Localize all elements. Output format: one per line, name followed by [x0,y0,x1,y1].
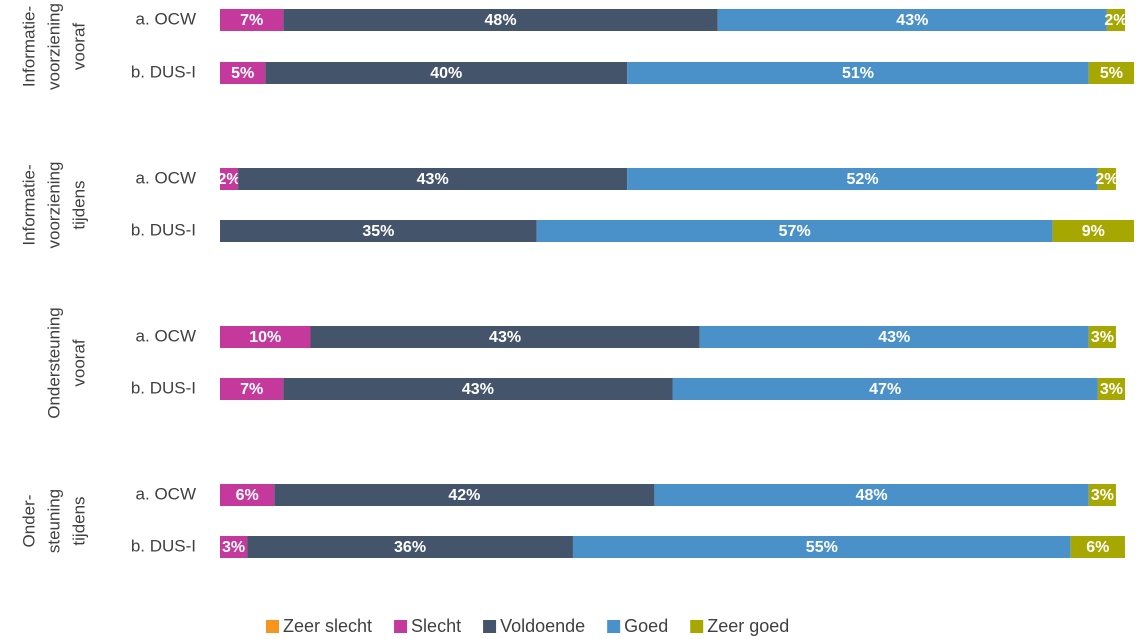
bar-segment [627,62,1089,84]
legend-swatch [607,620,621,633]
value-label: 5% [1100,65,1123,82]
value-label: 55% [806,539,838,556]
category-label: b. DUS-I [131,378,196,397]
value-label: 9% [1082,223,1105,240]
group-label: vooraf [69,23,88,71]
value-label: 35% [362,223,394,240]
category-label: a. OCW [136,326,196,345]
value-label: 57% [779,223,811,240]
value-label: 43% [462,381,494,398]
bar-segment [1052,220,1135,242]
bar-segment [672,378,1098,400]
legend-swatch [483,620,497,633]
category-label: b. DUS-I [131,62,196,81]
bar-segment [220,536,248,558]
legend-swatch [690,620,704,633]
group-label: voorziening [44,162,63,249]
legend-swatch [394,620,408,633]
bar-segment [220,326,311,348]
category-label: a. OCW [136,484,196,503]
bar-segment [717,9,1107,31]
group-label: tijdens [69,180,88,229]
value-label: 2% [1095,171,1118,188]
bar-segment [536,220,1053,242]
group-label: Ondersteuning [44,307,63,419]
value-label: 48% [856,487,888,504]
value-label: 51% [842,65,874,82]
legend-label: Zeer slecht [283,616,372,636]
group-label: Onder- [19,495,38,548]
bar-segment [1088,62,1135,84]
legend-label: Goed [624,616,668,636]
value-label: 10% [249,329,281,346]
value-label: 47% [869,381,901,398]
value-label: 40% [430,65,462,82]
bar-segment [1070,536,1125,558]
bar-segment [1088,484,1116,506]
bar-segment [238,168,628,190]
value-label: 3% [1091,487,1114,504]
value-label: 48% [485,12,517,29]
bar-segment [627,168,1098,190]
group-label: vooraf [69,339,88,387]
group-label: Informatie- [19,164,38,245]
bar-segment [1097,378,1125,400]
bar-segment [274,484,655,506]
value-label: 42% [448,487,480,504]
value-label: 3% [222,539,245,556]
value-label: 7% [240,381,263,398]
bar-segment [220,62,266,84]
bar-segment [220,9,284,31]
legend-label: Voldoende [500,616,585,636]
legend-swatch [266,620,279,633]
bar-segment [283,378,673,400]
bar-segment [1106,9,1125,31]
bar-segment [220,378,284,400]
group-label: steuning [44,489,63,553]
value-label: 43% [489,329,521,346]
value-label: 43% [878,329,910,346]
value-label: 36% [394,539,426,556]
category-label: b. DUS-I [131,536,196,555]
bar-segment [247,536,573,558]
value-label: 43% [896,12,928,29]
value-label: 43% [417,171,449,188]
bar-segment [220,220,537,242]
group-label: Informatie- [19,6,38,87]
bar-segment [1097,168,1116,190]
value-label: 5% [231,65,254,82]
bar-segment [220,484,275,506]
group-label: tijdens [69,496,88,545]
group-label: voorziening [44,3,63,90]
bar-segment [699,326,1089,348]
bar-segment [654,484,1089,506]
value-label: 3% [1091,329,1114,346]
legend-label: Slecht [411,616,461,636]
category-label: b. DUS-I [131,220,196,239]
value-label: 2% [217,171,240,188]
category-label: a. OCW [136,9,196,28]
value-label: 3% [1100,381,1123,398]
value-label: 7% [240,12,263,29]
value-label: 52% [847,171,879,188]
bar-segment [220,168,239,190]
category-label: a. OCW [136,168,196,187]
bar-segment [1088,326,1116,348]
legend-label: Zeer goed [707,616,789,636]
bar-segment [572,536,1071,558]
value-label: 2% [1104,12,1127,29]
value-label: 6% [236,487,259,504]
bar-segment [265,62,628,84]
bar-segment [283,9,718,31]
bar-segment [310,326,700,348]
value-label: 6% [1086,539,1109,556]
